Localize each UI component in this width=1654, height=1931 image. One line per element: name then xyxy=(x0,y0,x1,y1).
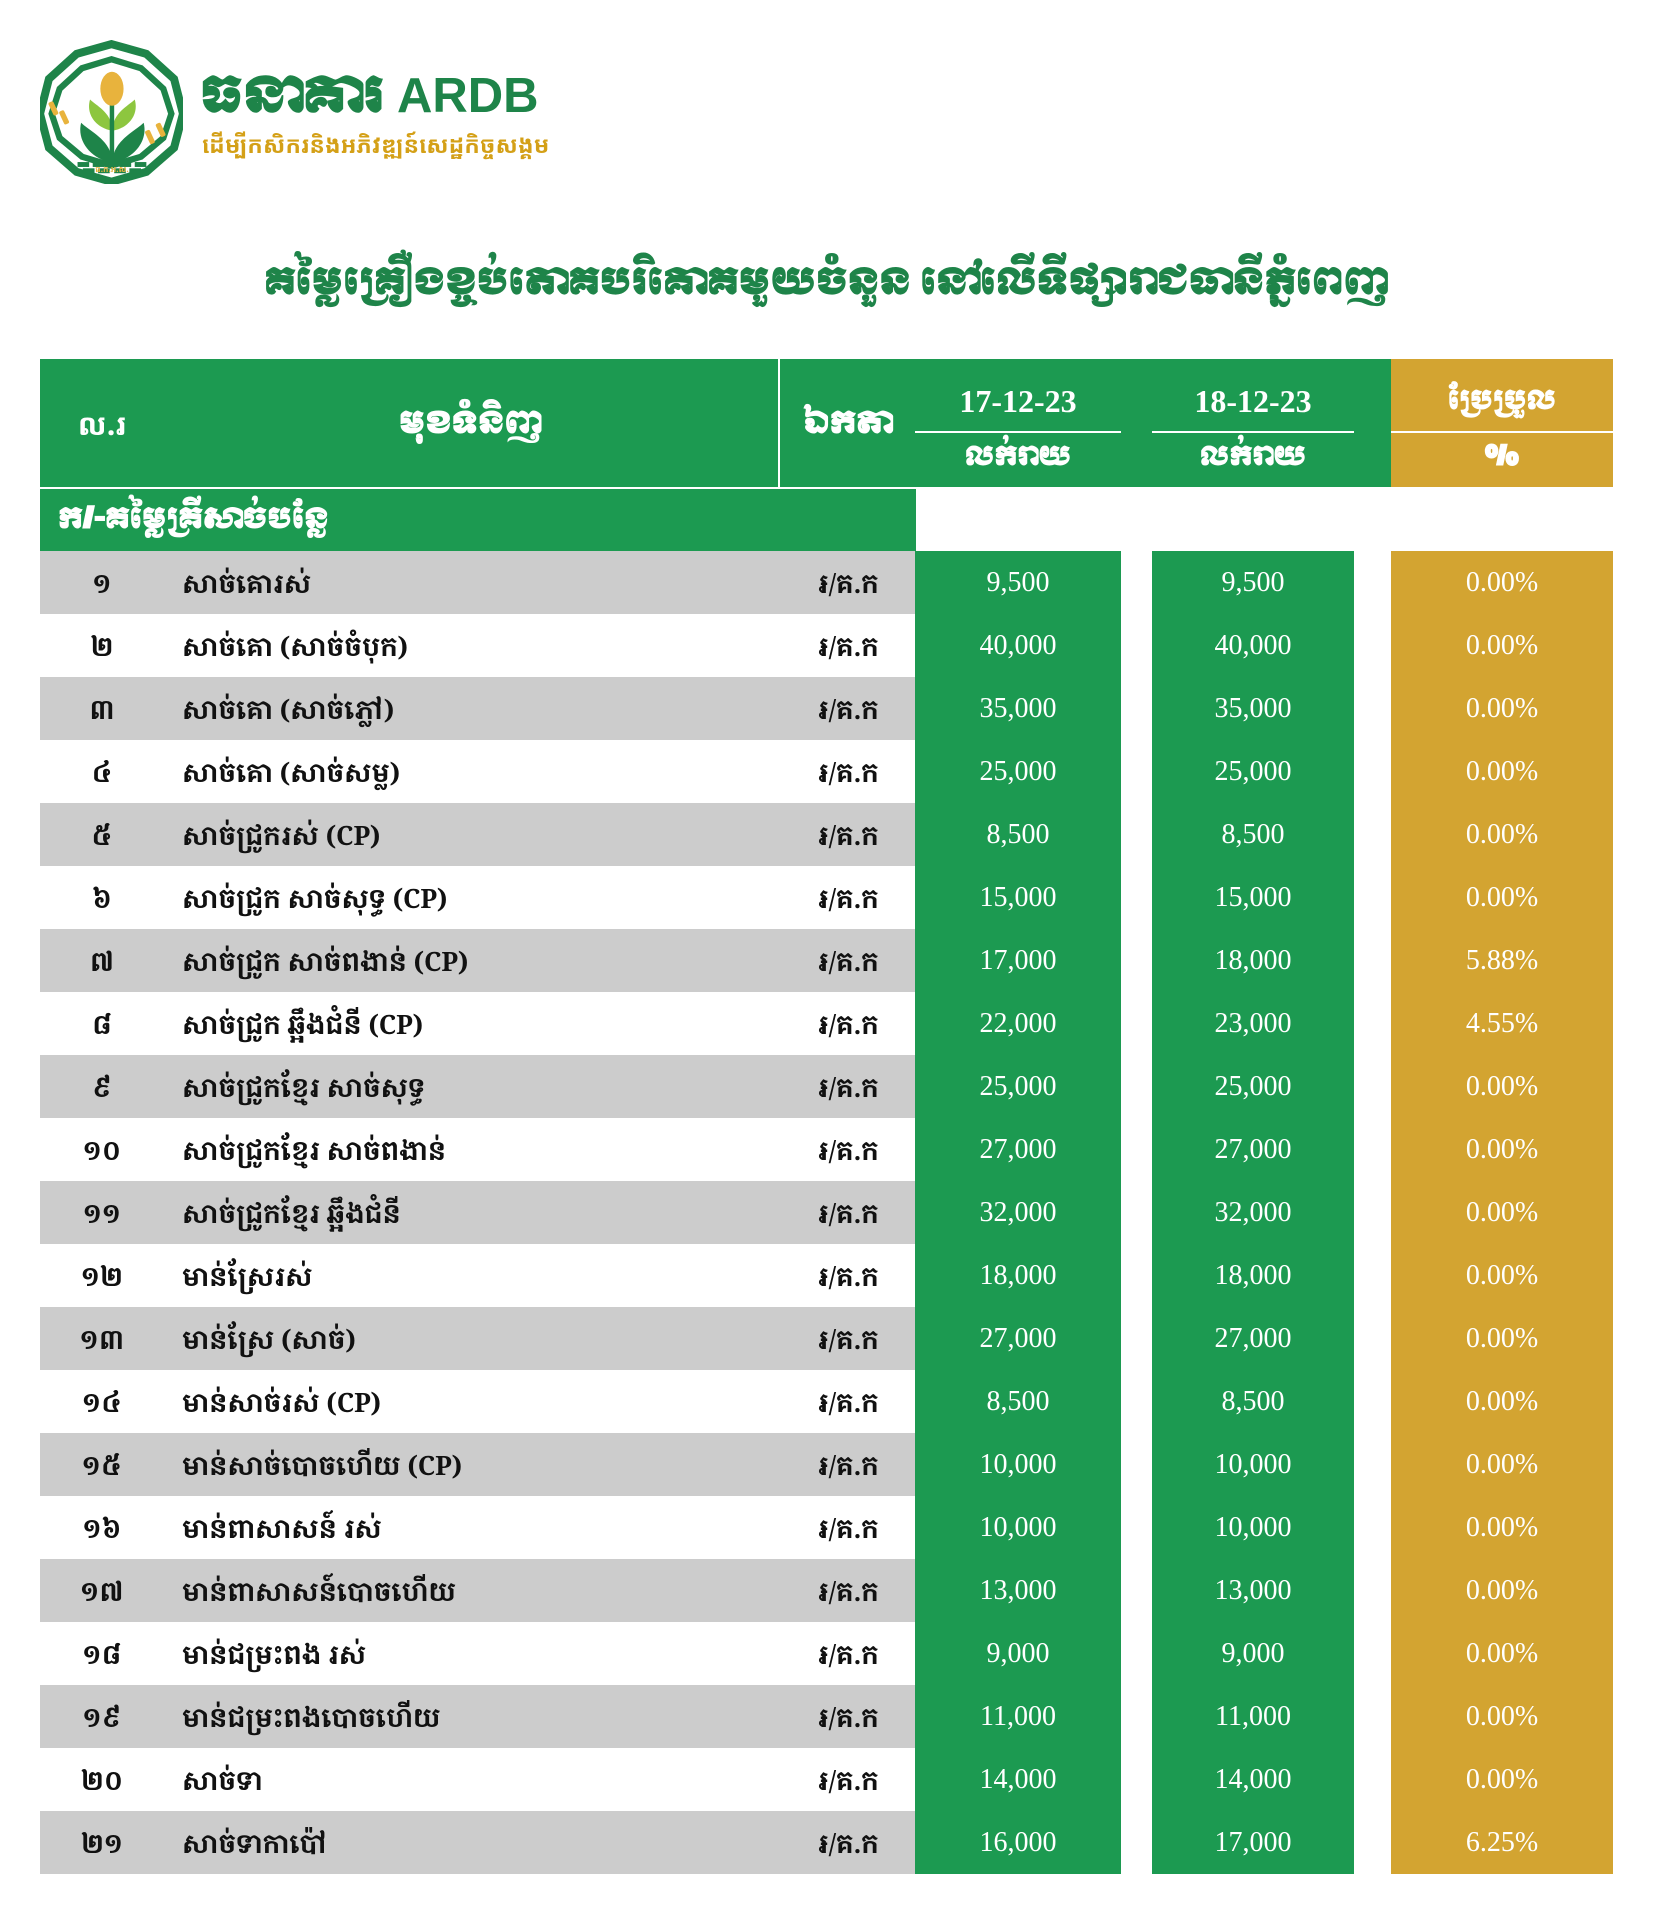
svg-text:ធ.ក.អ.ស.: ធ.ក.អ.ស. xyxy=(95,164,129,175)
